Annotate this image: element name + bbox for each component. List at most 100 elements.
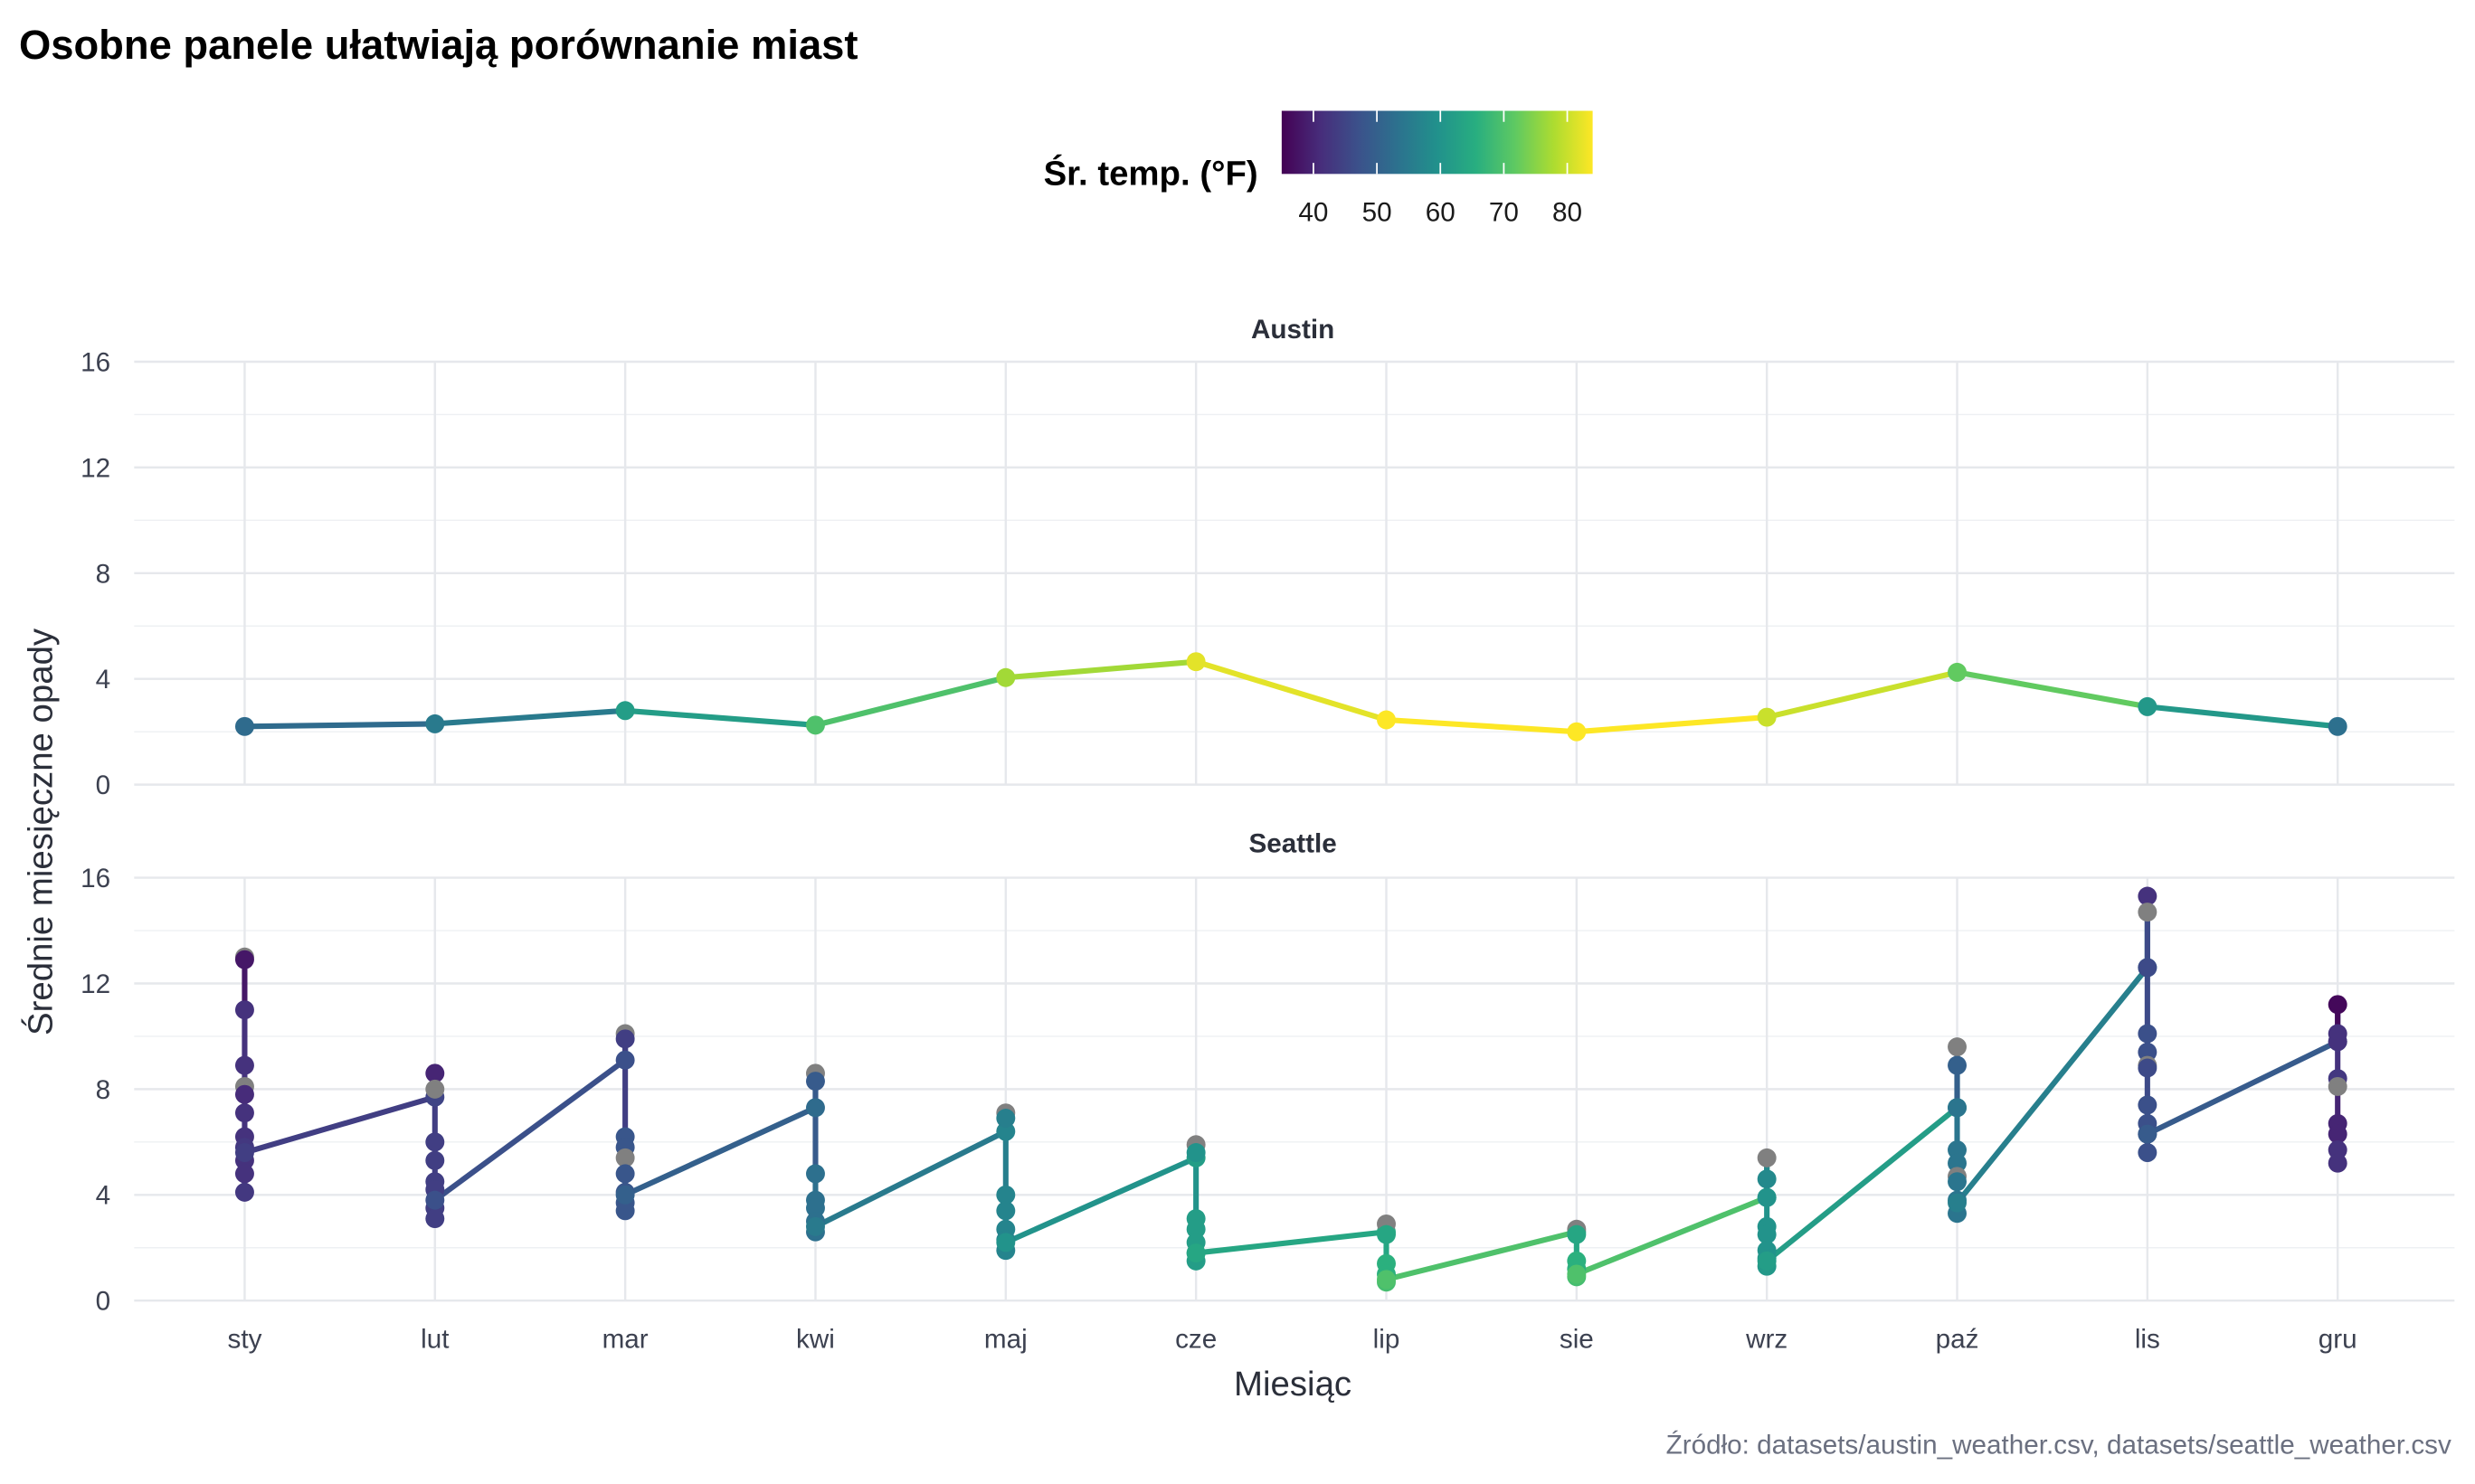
series-line-segment	[1573, 714, 1770, 735]
x-tick-label: wrz	[1745, 1325, 1788, 1355]
data-point	[2138, 1058, 2157, 1078]
data-point	[1186, 1143, 1206, 1162]
legend-tick-label: 40	[1298, 198, 1328, 228]
y-tick-label: 12	[81, 453, 110, 483]
data-point	[615, 1050, 635, 1070]
data-point	[425, 1063, 445, 1083]
legend-tick-label: 50	[1362, 198, 1392, 228]
y-tick-label: 16	[81, 347, 110, 377]
data-point	[234, 1000, 254, 1020]
data-point	[806, 1216, 825, 1236]
data-point	[806, 715, 825, 735]
series-line-segment	[812, 1129, 1009, 1230]
data-point	[1377, 1224, 1396, 1244]
data-point	[806, 1164, 825, 1184]
data-point	[234, 1103, 254, 1123]
data-point	[1567, 722, 1587, 742]
y-tick-label: 4	[96, 665, 110, 695]
data-point	[1757, 1251, 1777, 1271]
series-line-segment	[2144, 704, 2341, 730]
series-line-segment	[1193, 1229, 1389, 1256]
series-line-segment	[242, 721, 438, 730]
data-point	[2138, 1095, 2157, 1115]
legend-tick-label: 80	[1552, 198, 1582, 228]
legend: Śr. temp. (°F) 40 50 60 70 80	[1044, 110, 1593, 228]
series-line-segment	[1764, 1104, 1960, 1264]
data-point	[1948, 1037, 1967, 1057]
series-line-segment	[812, 675, 1009, 728]
series-line-segment	[1764, 669, 1960, 721]
data-point	[1757, 1224, 1777, 1244]
data-point	[425, 714, 445, 733]
data-point	[1948, 1055, 1967, 1075]
data-point	[2328, 1032, 2347, 1052]
data-point	[1186, 652, 1206, 672]
x-tick-label: mar	[602, 1325, 649, 1355]
data-point	[615, 1029, 635, 1049]
x-tick-label: gru	[2319, 1325, 2357, 1355]
data-point	[1757, 1169, 1777, 1189]
x-tick-label: cze	[1175, 1325, 1217, 1355]
series-line-segment	[1193, 658, 1389, 723]
series-line-segment	[1954, 964, 2150, 1206]
legend-tick-label: 70	[1489, 198, 1519, 228]
x-tick-label: lip	[1373, 1325, 1400, 1355]
data-point	[806, 1072, 825, 1092]
chart-title: Osobne panele ułatwiają porównanie miast	[19, 22, 858, 68]
data-point	[425, 1190, 445, 1210]
data-point	[2328, 995, 2347, 1015]
series-line-segment	[1002, 658, 1200, 681]
data-point	[615, 1164, 635, 1184]
data-point	[234, 1084, 254, 1104]
x-tick-label: lut	[421, 1325, 450, 1355]
panel-strip-label: Austin	[1251, 315, 1334, 345]
data-point	[615, 1148, 635, 1167]
y-tick-label: 0	[96, 1287, 110, 1317]
data-point	[234, 1143, 254, 1162]
series-line-segment	[242, 1094, 438, 1156]
data-point	[806, 1198, 825, 1218]
data-point	[425, 1132, 445, 1152]
data-point	[996, 667, 1016, 687]
data-point	[234, 1164, 254, 1184]
colorbar	[1281, 110, 1593, 175]
panel-strip-label: Seattle	[1248, 829, 1336, 859]
x-axis-label: Miesiąc	[1234, 1365, 1351, 1404]
data-point	[2138, 1024, 2157, 1044]
series-line-segment	[622, 1104, 819, 1198]
y-axis-label: Średnie miesięczne opady	[20, 628, 61, 1035]
data-point	[2328, 1076, 2347, 1096]
caption: Źródło: datasets/austin_weather.csv, dat…	[1666, 1430, 2451, 1460]
y-tick-label: 8	[96, 559, 110, 589]
data-point	[996, 1109, 1016, 1128]
data-point	[234, 1182, 254, 1202]
data-point	[1377, 710, 1396, 730]
data-point	[2138, 886, 2157, 906]
data-point	[2138, 1042, 2157, 1062]
data-point	[425, 1079, 445, 1099]
legend-title: Śr. temp. (°F)	[1044, 154, 1258, 194]
panel-austin: Austin 0 4 8 12 16	[81, 315, 2455, 800]
series-line-segment	[431, 707, 629, 727]
series-line-segment	[1383, 716, 1579, 735]
data-point	[1757, 707, 1777, 727]
data-point	[1567, 1224, 1587, 1244]
data-point	[996, 1185, 1016, 1205]
legend-tick-label: 60	[1426, 198, 1456, 228]
data-point	[1377, 1270, 1396, 1290]
panel-seattle: Seattle 0 4 8 12 16 sty lut mar kwi maj cze lip sie wr…	[81, 829, 2455, 1355]
data-point	[2328, 1124, 2347, 1144]
y-tick-label: 0	[96, 770, 110, 800]
y-tick-label: 8	[96, 1075, 110, 1105]
series-line-segment	[1002, 1155, 1200, 1245]
x-tick-label: sty	[228, 1325, 262, 1355]
data-point	[1948, 1098, 1967, 1118]
data-point	[615, 1201, 635, 1221]
data-point	[234, 716, 254, 736]
data-point	[1948, 1172, 1967, 1192]
data-point	[615, 701, 635, 721]
series-line-segment	[622, 707, 819, 728]
data-point	[1948, 1140, 1967, 1160]
x-tick-label: maj	[984, 1325, 1028, 1355]
